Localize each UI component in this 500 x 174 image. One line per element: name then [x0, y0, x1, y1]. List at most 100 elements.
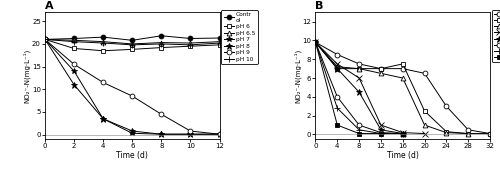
10 °C	[334, 53, 340, 56]
pH 7	[42, 38, 48, 40]
16 °C	[465, 133, 471, 135]
Contr
ol	[42, 38, 48, 40]
28 °C	[312, 41, 318, 43]
Legend: 10 °C, 16 °C, 20 °C, 25 °C, 28 °C, 30 °C, 32 °C, 37 °C: 10 °C, 16 °C, 20 °C, 25 °C, 28 °C, 30 °C…	[492, 10, 500, 62]
pH 10	[158, 43, 164, 45]
16 °C	[487, 133, 493, 135]
pH 6.5	[216, 41, 222, 43]
10 °C	[400, 68, 406, 70]
pH 10	[216, 42, 222, 44]
Line: pH 9: pH 9	[42, 37, 222, 137]
pH 9	[216, 133, 222, 135]
37 °C	[312, 41, 318, 43]
pH 6.5	[42, 38, 48, 40]
pH 8	[188, 133, 194, 135]
Line: 28 °C: 28 °C	[312, 39, 406, 137]
16 °C	[312, 41, 318, 43]
32 °C	[356, 129, 362, 131]
20 °C	[400, 77, 406, 79]
10 °C	[465, 129, 471, 131]
pH 6	[158, 46, 164, 49]
pH 7	[130, 132, 136, 134]
X-axis label: Time (d): Time (d)	[116, 151, 148, 160]
Contr
ol	[188, 37, 194, 39]
Y-axis label: NO₂⁻-N(mg·L⁻¹): NO₂⁻-N(mg·L⁻¹)	[294, 49, 301, 103]
Line: pH 10: pH 10	[42, 37, 222, 48]
Text: A: A	[45, 1, 54, 11]
pH 7	[71, 70, 77, 72]
Line: pH 8: pH 8	[42, 36, 223, 138]
10 °C	[487, 133, 493, 135]
25 °C	[422, 133, 428, 135]
Line: 16 °C: 16 °C	[313, 40, 492, 136]
16 °C	[378, 68, 384, 70]
16 °C	[444, 131, 450, 133]
pH 8	[42, 38, 48, 40]
16 °C	[334, 68, 340, 70]
pH 7	[188, 133, 194, 135]
pH 8	[130, 130, 136, 132]
pH 9	[71, 63, 77, 65]
Y-axis label: NO₂⁻-N(mg·L⁻¹): NO₂⁻-N(mg·L⁻¹)	[23, 49, 30, 103]
Line: 30 °C: 30 °C	[313, 40, 405, 136]
pH 9	[158, 113, 164, 115]
X-axis label: Time (d): Time (d)	[387, 151, 418, 160]
Line: 20 °C: 20 °C	[313, 40, 470, 136]
20 °C	[465, 133, 471, 135]
25 °C	[312, 41, 318, 43]
28 °C	[400, 133, 406, 135]
10 °C	[312, 41, 318, 43]
16 °C	[356, 68, 362, 70]
20 °C	[334, 66, 340, 68]
Line: pH 6.5: pH 6.5	[42, 37, 222, 46]
Line: 37 °C: 37 °C	[313, 40, 405, 136]
Legend: Contr
ol, pH 6, pH 6.5, pH 7, pH 8, pH 9, pH 10: Contr ol, pH 6, pH 6.5, pH 7, pH 8, pH 9…	[222, 10, 258, 64]
20 °C	[312, 41, 318, 43]
Contr
ol	[130, 39, 136, 41]
pH 6.5	[158, 42, 164, 44]
pH 9	[188, 130, 194, 132]
32 °C	[400, 133, 406, 135]
Line: 10 °C: 10 °C	[313, 40, 492, 136]
10 °C	[356, 63, 362, 65]
pH 6.5	[130, 43, 136, 45]
pH 9	[42, 38, 48, 40]
pH 10	[130, 44, 136, 46]
16 °C	[400, 63, 406, 65]
pH 6	[100, 50, 106, 52]
pH 6	[42, 38, 48, 40]
Line: Contr
ol: Contr ol	[42, 33, 222, 43]
pH 6.5	[71, 39, 77, 41]
37 °C	[356, 133, 362, 135]
pH 9	[100, 81, 106, 84]
28 °C	[378, 129, 384, 131]
pH 10	[188, 44, 194, 46]
30 °C	[356, 124, 362, 126]
30 °C	[400, 133, 406, 135]
37 °C	[378, 133, 384, 135]
Contr
ol	[71, 37, 77, 39]
Line: pH 7: pH 7	[42, 37, 222, 137]
pH 10	[42, 38, 48, 40]
20 °C	[378, 72, 384, 74]
30 °C	[378, 132, 384, 134]
pH 10	[71, 41, 77, 43]
Contr
ol	[158, 35, 164, 37]
Line: pH 6: pH 6	[42, 37, 222, 53]
30 °C	[334, 96, 340, 98]
25 °C	[334, 63, 340, 65]
20 °C	[422, 124, 428, 126]
28 °C	[356, 91, 362, 93]
pH 7	[158, 133, 164, 135]
10 °C	[444, 105, 450, 107]
20 °C	[444, 132, 450, 134]
30 °C	[312, 41, 318, 43]
20 °C	[356, 68, 362, 70]
pH 7	[216, 133, 222, 135]
pH 7	[100, 118, 106, 120]
Contr
ol	[100, 36, 106, 38]
pH 6	[130, 48, 136, 50]
16 °C	[422, 110, 428, 112]
pH 6	[188, 45, 194, 47]
Line: 25 °C: 25 °C	[312, 39, 428, 136]
